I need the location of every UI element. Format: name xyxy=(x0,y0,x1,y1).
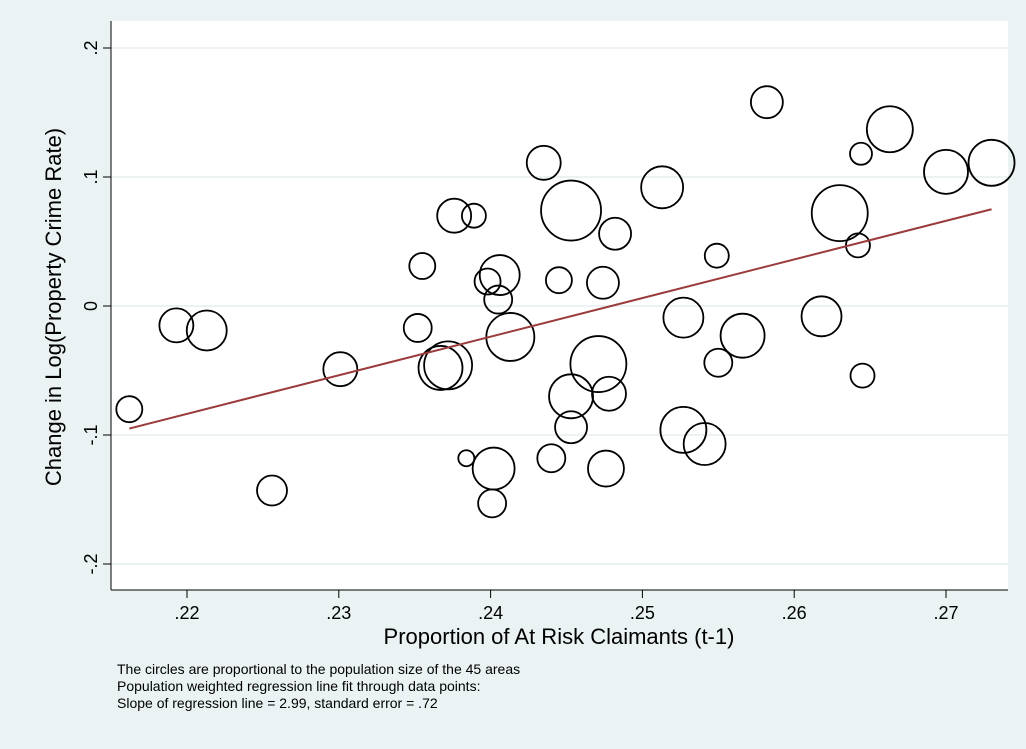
x-tick-label: .25 xyxy=(630,603,655,623)
data-point xyxy=(256,474,288,507)
y-axis-label: Change in Log(Property Crime Rate) xyxy=(41,128,66,486)
footnote-line-3: Slope of regression line = 2.99, standar… xyxy=(117,695,438,711)
data-point xyxy=(749,85,784,120)
x-tick-label: .27 xyxy=(933,603,958,623)
data-point xyxy=(591,375,627,412)
data-point xyxy=(554,410,588,445)
data-point xyxy=(662,296,705,339)
footnote-line-2: Population weighted regression line fit … xyxy=(117,678,481,694)
gridlines xyxy=(111,47,1008,565)
data-point xyxy=(703,242,730,269)
data-point xyxy=(417,345,464,391)
data-point xyxy=(587,449,625,488)
data-point xyxy=(478,254,521,296)
footnote-line-1: The circles are proportional to the popu… xyxy=(117,661,521,677)
data-point xyxy=(115,395,144,424)
data-point xyxy=(322,351,359,388)
y-tick-label: -.1 xyxy=(81,424,101,445)
regression-line xyxy=(129,208,992,430)
data-point xyxy=(800,295,843,338)
data-point xyxy=(483,284,514,315)
data-point xyxy=(436,197,473,234)
x-axis-label: Proportion of At Risk Claimants (t-1) xyxy=(384,624,735,649)
x-tick-label: .26 xyxy=(782,603,807,623)
data-point xyxy=(457,449,476,468)
data-point xyxy=(461,202,487,229)
data-point xyxy=(967,138,1016,187)
data-point xyxy=(682,422,727,466)
data-point xyxy=(477,488,508,519)
y-tick-label: 0 xyxy=(81,301,101,311)
data-point xyxy=(540,179,602,242)
data-point xyxy=(598,216,632,251)
x-tick-label: .22 xyxy=(174,603,199,623)
data-point xyxy=(185,309,228,352)
data-point xyxy=(703,347,734,378)
y-tick-label: -.2 xyxy=(81,553,101,574)
data-point xyxy=(810,184,869,243)
x-axis-ticks: .22 .23 .24 .25 .26 .27 xyxy=(174,590,959,623)
data-point xyxy=(865,105,914,154)
data-point xyxy=(569,335,628,393)
data-point xyxy=(849,362,876,389)
data-point xyxy=(536,443,567,474)
data-point xyxy=(659,405,708,454)
data-point xyxy=(719,312,766,359)
x-tick-label: .23 xyxy=(326,603,351,623)
y-tick-label: .2 xyxy=(81,40,101,55)
x-tick-label: .24 xyxy=(478,603,503,623)
data-point xyxy=(586,265,620,300)
data-point xyxy=(525,144,562,181)
y-tick-label: .1 xyxy=(81,169,101,184)
data-point xyxy=(473,267,502,296)
data-point xyxy=(849,141,873,166)
data-point xyxy=(158,307,195,344)
data-point xyxy=(423,340,473,391)
data-points xyxy=(115,85,1016,519)
data-point xyxy=(408,252,437,280)
data-point xyxy=(640,165,685,210)
data-point xyxy=(402,313,433,343)
data-point xyxy=(545,266,573,295)
data-point xyxy=(923,148,969,195)
y-axis-ticks: -.2 -.1 0 .1 .2 xyxy=(81,40,111,575)
